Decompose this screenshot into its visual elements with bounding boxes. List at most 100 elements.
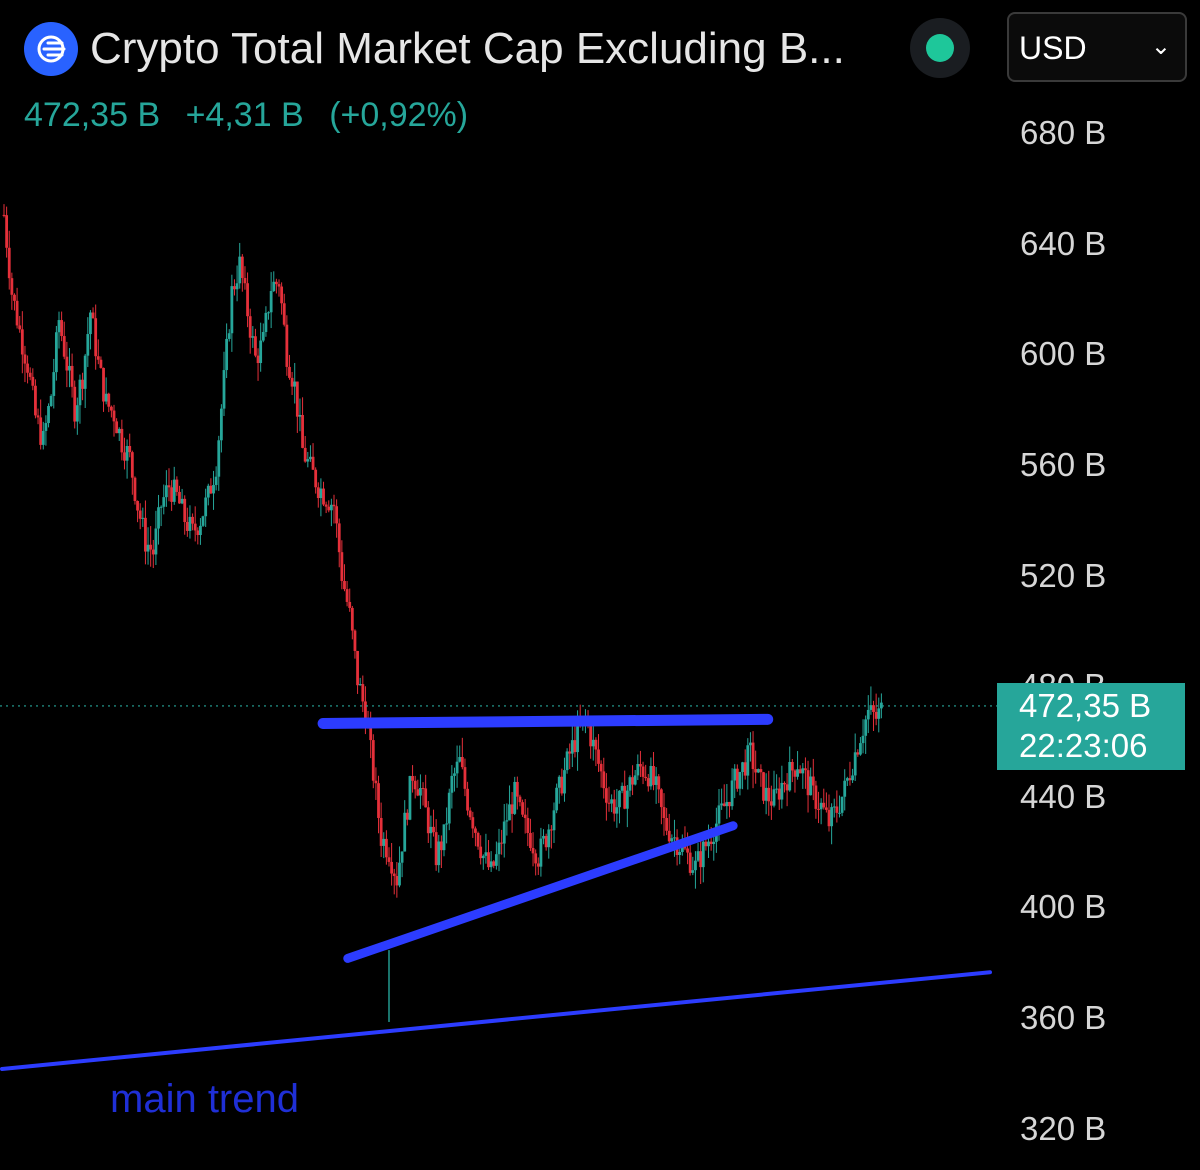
market-status-indicator[interactable] bbox=[910, 18, 970, 78]
candle-body bbox=[144, 517, 147, 552]
candle-body bbox=[662, 807, 666, 819]
candle-body bbox=[701, 841, 705, 868]
candle-body bbox=[109, 406, 113, 411]
candle-body bbox=[335, 506, 339, 524]
candle-body bbox=[439, 841, 443, 851]
candle-body bbox=[864, 719, 868, 736]
candle-body bbox=[573, 740, 577, 753]
candle-body bbox=[531, 847, 535, 854]
symbol-title[interactable]: Crypto Total Market Cap Excluding B... bbox=[90, 24, 845, 73]
candle-body bbox=[75, 405, 79, 422]
candle-body bbox=[154, 528, 158, 555]
candle-body bbox=[133, 477, 137, 501]
candle-body bbox=[793, 770, 797, 777]
candle-body bbox=[115, 421, 119, 434]
candle-body bbox=[408, 776, 412, 820]
candle-body bbox=[628, 777, 632, 791]
candle-body bbox=[783, 782, 786, 785]
candle-body bbox=[811, 776, 815, 786]
candle-body bbox=[853, 752, 857, 776]
price-axis-tick: 680 B bbox=[1020, 114, 1107, 151]
candle-body bbox=[91, 312, 95, 319]
candle-body bbox=[358, 684, 362, 686]
candle-body bbox=[70, 365, 74, 387]
candle-body bbox=[379, 817, 383, 846]
candle-body bbox=[730, 780, 734, 807]
candle-body bbox=[243, 277, 247, 284]
candle-body bbox=[445, 823, 449, 825]
candle-body bbox=[667, 830, 671, 842]
quote-line: 472,35 B +4,31 B (+0,92%) bbox=[24, 96, 484, 135]
candle-body bbox=[314, 469, 318, 488]
candle-body bbox=[295, 381, 299, 417]
candle-body bbox=[26, 363, 29, 373]
candle-body bbox=[434, 832, 438, 866]
candle-body bbox=[267, 312, 270, 314]
candle-body bbox=[371, 740, 375, 781]
currency-selector[interactable]: USD ⌄ bbox=[1007, 12, 1187, 82]
candle-body bbox=[175, 479, 179, 492]
candle-body bbox=[214, 476, 218, 486]
candle-body bbox=[743, 762, 747, 776]
candle-body bbox=[877, 708, 881, 719]
candle-body bbox=[555, 787, 559, 811]
candle-body bbox=[337, 523, 341, 553]
candle-body bbox=[518, 796, 522, 803]
candle-body bbox=[209, 485, 213, 494]
candle-body bbox=[688, 852, 692, 873]
candle-body bbox=[824, 807, 828, 810]
candle-body bbox=[746, 745, 750, 776]
candle-body bbox=[2, 214, 6, 216]
candle-body bbox=[523, 814, 527, 819]
candle-body bbox=[505, 820, 509, 822]
candle-body bbox=[827, 809, 831, 827]
candle-body bbox=[227, 333, 231, 339]
candle-body bbox=[639, 764, 642, 767]
candle-body bbox=[680, 844, 684, 852]
candle-body bbox=[861, 735, 865, 744]
candle-body bbox=[866, 709, 870, 720]
candle-body bbox=[403, 812, 407, 852]
change-value: +4,31 B bbox=[185, 96, 304, 134]
candle-body bbox=[288, 366, 291, 378]
candle-body bbox=[809, 776, 813, 796]
candle-body bbox=[832, 806, 836, 808]
candle-body bbox=[151, 549, 155, 555]
candle-body bbox=[52, 372, 56, 396]
candle-body bbox=[73, 386, 77, 422]
candle-body bbox=[576, 722, 579, 753]
candle-body bbox=[199, 525, 202, 536]
candle-body bbox=[696, 851, 700, 861]
candle-body bbox=[282, 303, 286, 325]
candle-body bbox=[99, 359, 103, 368]
candle-body bbox=[704, 841, 708, 847]
candle-body bbox=[62, 336, 66, 357]
candle-body bbox=[146, 544, 150, 552]
candle-body bbox=[570, 740, 574, 754]
candle-body bbox=[345, 589, 349, 602]
candle-body bbox=[699, 851, 703, 868]
candle-body bbox=[754, 769, 758, 773]
chart-header: Crypto Total Market Cap Excluding B... U… bbox=[0, 0, 1200, 100]
candle-body bbox=[769, 801, 773, 806]
candle-body bbox=[856, 752, 860, 755]
candle-body bbox=[481, 855, 485, 859]
candle-body bbox=[437, 841, 441, 866]
candle-body bbox=[5, 215, 9, 248]
candle-body bbox=[172, 479, 176, 502]
candle-body bbox=[780, 782, 784, 800]
candle-body bbox=[542, 835, 545, 839]
candle-body bbox=[432, 826, 435, 833]
candle-body bbox=[474, 828, 477, 833]
market-status-dot-icon bbox=[926, 34, 954, 62]
candle-body bbox=[384, 838, 388, 858]
candle-body bbox=[23, 354, 27, 364]
candle-body bbox=[332, 504, 336, 507]
candle-body bbox=[654, 776, 658, 785]
candle-body bbox=[502, 821, 506, 844]
candle-body bbox=[604, 788, 608, 803]
candle-body bbox=[694, 860, 697, 871]
candle-body bbox=[591, 739, 595, 747]
candle-body bbox=[15, 300, 19, 326]
